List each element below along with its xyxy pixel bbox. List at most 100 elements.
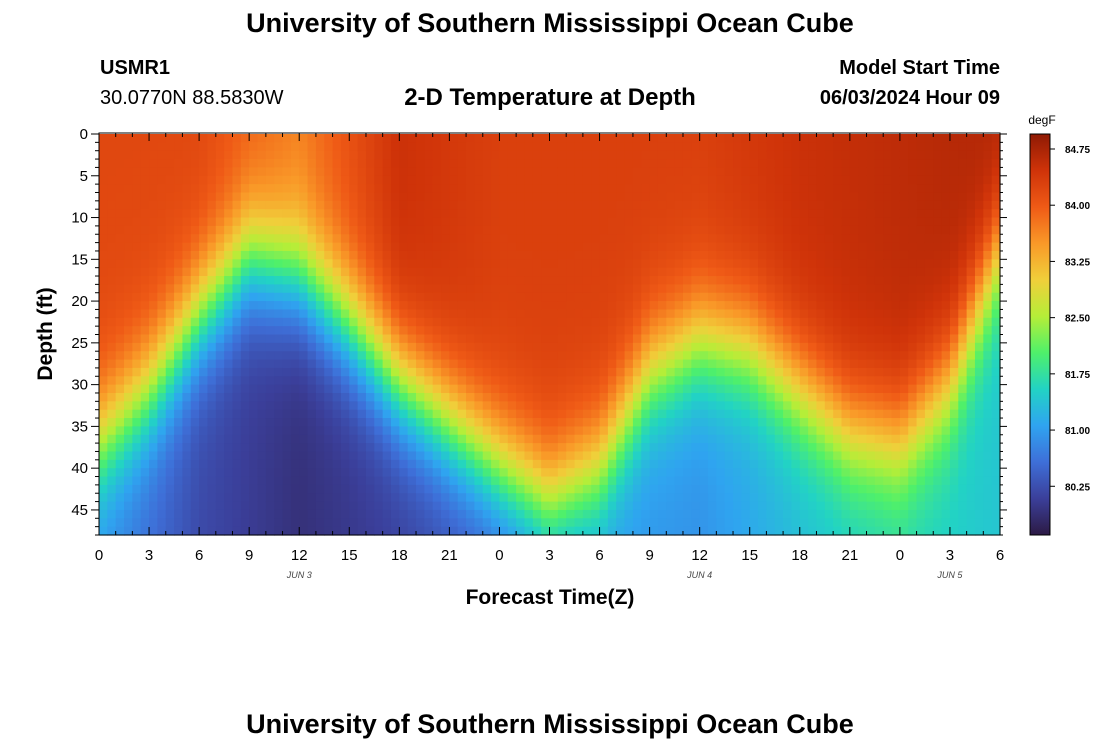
heatmap-cell: [149, 401, 158, 411]
heatmap-cell: [324, 434, 334, 444]
heatmap-cell: [916, 434, 926, 444]
heatmap-cell: [432, 317, 442, 327]
heatmap-cell: [224, 134, 234, 143]
heatmap-cell: [891, 376, 901, 386]
heatmap-cell: [507, 192, 517, 202]
heatmap-cell: [249, 225, 259, 235]
heatmap-cell: [883, 301, 893, 311]
heatmap-cell: [933, 217, 943, 227]
heatmap-cell: [958, 200, 968, 210]
heatmap-cell: [482, 234, 492, 244]
heatmap-cell: [632, 351, 642, 361]
heatmap-cell: [949, 526, 959, 536]
heatmap-cell: [657, 217, 667, 227]
heatmap-cell: [716, 426, 726, 436]
heatmap-cell: [215, 459, 225, 469]
heatmap-cell: [232, 526, 242, 536]
heatmap-cell: [708, 342, 717, 352]
heatmap-cell: [516, 192, 526, 202]
heatmap-cell: [257, 409, 267, 419]
heatmap-cell: [733, 326, 742, 336]
heatmap-cell: [624, 342, 634, 352]
heatmap-cell: [949, 234, 959, 244]
heatmap-cell: [249, 518, 259, 528]
heatmap-cell: [424, 426, 434, 436]
heatmap-cell: [582, 484, 592, 494]
heatmap-cell: [774, 342, 784, 352]
heatmap-cell: [507, 250, 517, 260]
heatmap-cell: [407, 384, 417, 394]
heatmap-cell: [933, 392, 943, 402]
heatmap-cell: [307, 426, 317, 436]
heatmap-cell: [457, 200, 467, 210]
heatmap-cell: [574, 184, 584, 194]
heatmap-cell: [758, 409, 767, 419]
heatmap-cell: [157, 209, 167, 219]
heatmap-cell: [674, 392, 684, 402]
heatmap-cell: [315, 142, 325, 152]
heatmap-cell: [541, 259, 551, 269]
heatmap-cell: [866, 134, 876, 143]
heatmap-cell: [824, 301, 834, 311]
heatmap-cell: [416, 192, 425, 202]
heatmap-cell: [899, 175, 909, 185]
heatmap-cell: [858, 434, 868, 444]
heatmap-cell: [766, 401, 776, 411]
heatmap-cell: [441, 409, 450, 419]
heatmap-cell: [190, 309, 200, 319]
heatmap-cell: [357, 150, 367, 160]
heatmap-cell: [808, 242, 818, 252]
heatmap-cell: [299, 351, 309, 361]
heatmap-cell: [449, 426, 459, 436]
heatmap-cell: [749, 242, 759, 252]
heatmap-cell: [933, 434, 943, 444]
heatmap-cell: [115, 401, 125, 411]
heatmap-cell: [340, 225, 350, 235]
heatmap-cell: [232, 184, 242, 194]
heatmap-cell: [149, 451, 158, 461]
heatmap-cell: [549, 468, 559, 478]
heatmap-cell: [249, 392, 259, 402]
heatmap-cell: [390, 292, 400, 302]
heatmap-cell: [649, 392, 659, 402]
heatmap-cell: [257, 426, 267, 436]
heatmap-cell: [441, 225, 450, 235]
heatmap-cell: [140, 459, 150, 469]
heatmap-cell: [182, 209, 192, 219]
heatmap-cell: [257, 225, 267, 235]
heatmap-cell: [532, 234, 542, 244]
heatmap-cell: [499, 334, 509, 344]
heatmap-cell: [299, 167, 309, 177]
heatmap-cell: [340, 250, 350, 260]
heatmap-cell: [215, 493, 225, 503]
heatmap-cell: [507, 401, 517, 411]
heatmap-cell: [916, 401, 926, 411]
heatmap-cell: [482, 159, 492, 169]
heatmap-cell: [290, 443, 300, 453]
heatmap-cell: [566, 334, 576, 344]
heatmap-cell: [682, 326, 692, 336]
heatmap-cell: [949, 284, 959, 294]
heatmap-cell: [174, 159, 184, 169]
heatmap-cell: [874, 501, 884, 511]
heatmap-cell: [249, 242, 259, 252]
heatmap-cell: [666, 317, 676, 327]
heatmap-cell: [891, 501, 901, 511]
heatmap-cell: [824, 493, 834, 503]
heatmap-cell: [933, 326, 943, 336]
heatmap-cell: [799, 392, 809, 402]
heatmap-cell: [549, 351, 559, 361]
heatmap-cell: [733, 409, 742, 419]
heatmap-cell: [916, 501, 926, 511]
heatmap-cell: [799, 359, 809, 369]
heatmap-cell: [833, 200, 843, 210]
heatmap-cell: [215, 175, 225, 185]
heatmap-cell: [591, 301, 601, 311]
heatmap-cell: [466, 225, 476, 235]
heatmap-cell: [724, 434, 734, 444]
heatmap-cell: [899, 301, 909, 311]
heatmap-cell: [808, 351, 818, 361]
heatmap-cell: [632, 184, 642, 194]
heatmap-cell: [382, 326, 392, 336]
heatmap-cell: [716, 242, 726, 252]
